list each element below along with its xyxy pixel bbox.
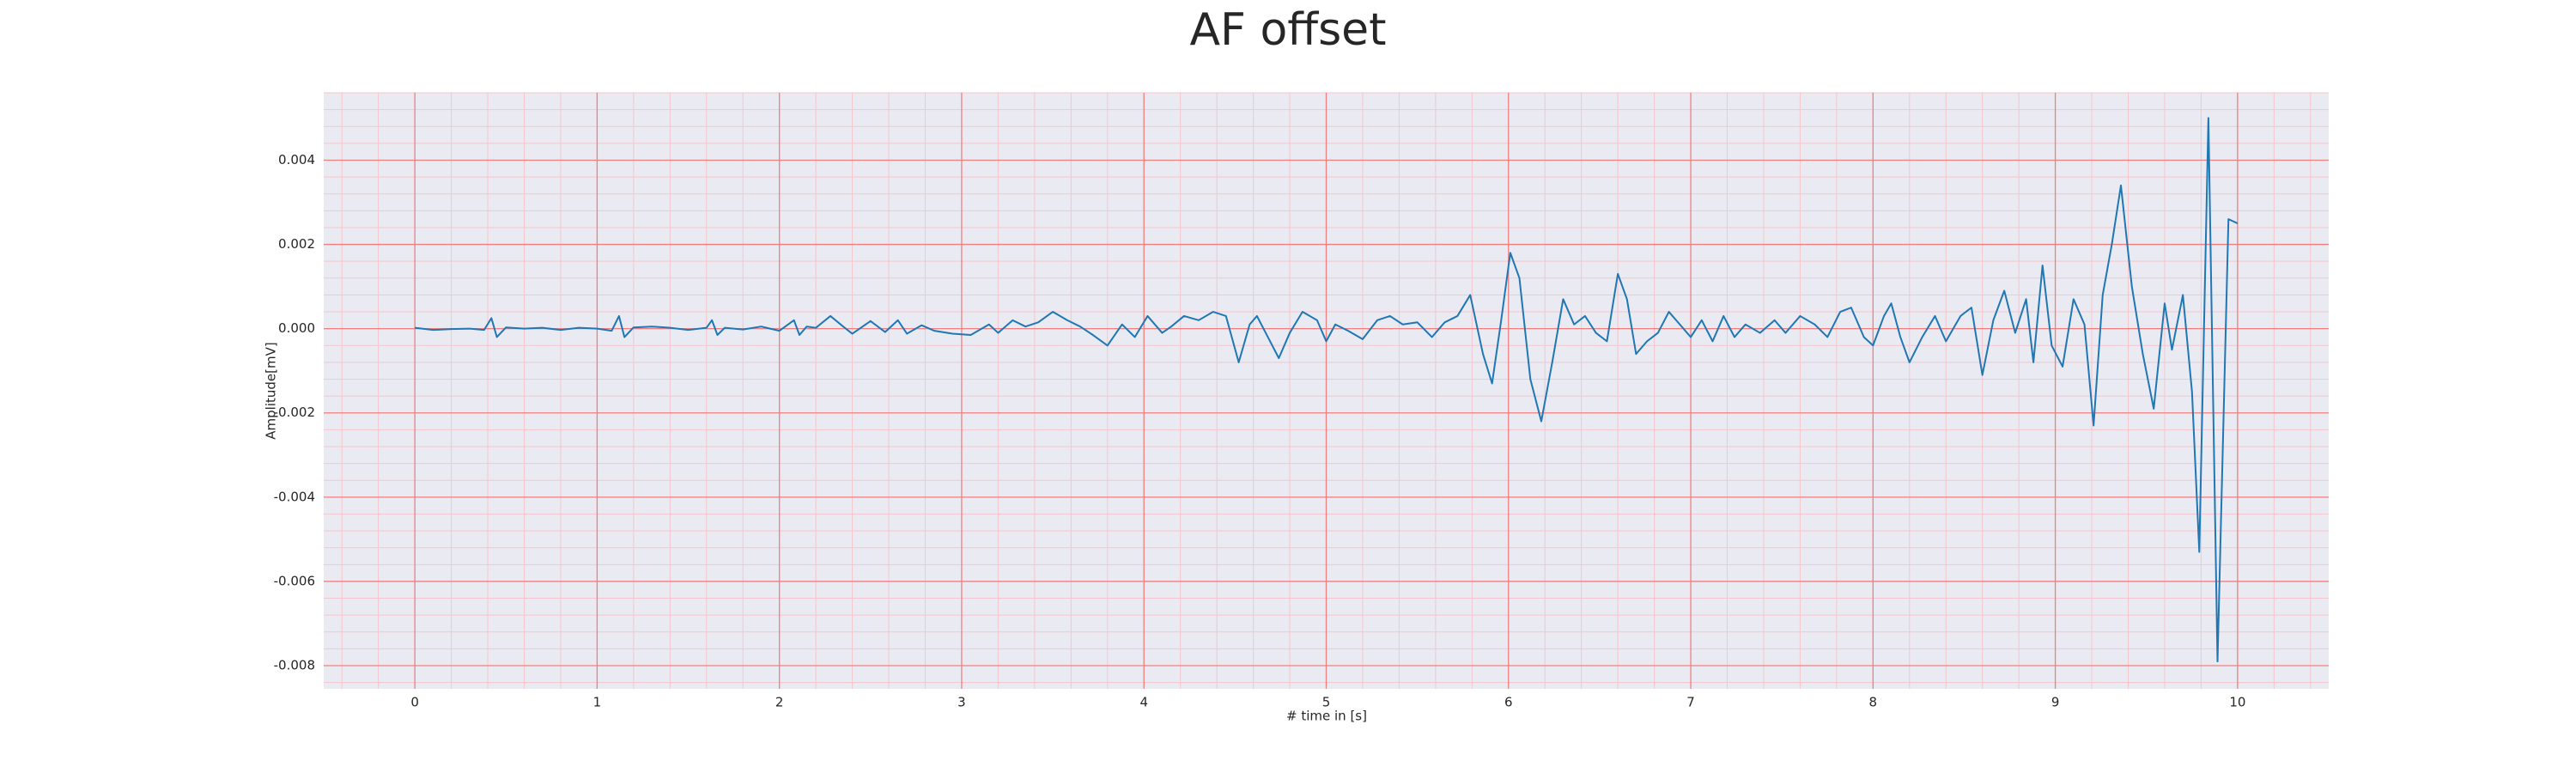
x-axis-label: # time in [s] bbox=[1286, 709, 1367, 724]
x-tick-label: 10 bbox=[2229, 695, 2245, 710]
y-tick-label: -0.004 bbox=[274, 489, 315, 504]
y-tick-label: 0.000 bbox=[278, 320, 315, 336]
y-tick-label: 0.004 bbox=[278, 152, 315, 167]
y-tick-label: -0.008 bbox=[274, 658, 315, 673]
y-axis-label: Amplitude[mV] bbox=[264, 342, 279, 439]
signal-line bbox=[415, 117, 2239, 663]
y-tick-label: 0.002 bbox=[278, 236, 315, 252]
x-tick-label: 3 bbox=[957, 695, 966, 710]
x-tick-label: 7 bbox=[1686, 695, 1695, 710]
chart-title: AF offset bbox=[1189, 4, 1386, 56]
x-tick-label: 0 bbox=[410, 695, 419, 710]
x-tick-label: 9 bbox=[2051, 695, 2060, 710]
x-tick-label: 4 bbox=[1139, 695, 1148, 710]
x-tick-label: 6 bbox=[1504, 695, 1513, 710]
y-tick-label: -0.006 bbox=[274, 573, 315, 588]
x-tick-label: 8 bbox=[1869, 695, 1878, 710]
x-tick-label: 5 bbox=[1322, 695, 1331, 710]
x-tick-label: 1 bbox=[593, 695, 602, 710]
plot-area bbox=[324, 92, 2329, 689]
x-tick-label: 2 bbox=[775, 695, 784, 710]
y-tick-label: -0.002 bbox=[274, 405, 315, 420]
